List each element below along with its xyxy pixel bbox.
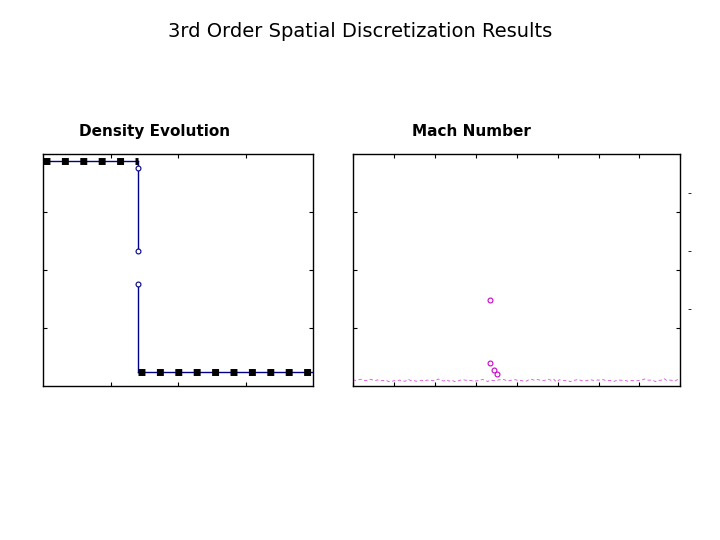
Text: -: - bbox=[688, 246, 692, 256]
Text: Mach Number: Mach Number bbox=[412, 124, 531, 139]
Text: Density Evolution: Density Evolution bbox=[79, 124, 230, 139]
Text: 3rd Order Spatial Discretization Results: 3rd Order Spatial Discretization Results bbox=[168, 22, 552, 40]
Text: -: - bbox=[688, 188, 692, 198]
Text: -: - bbox=[688, 305, 692, 314]
